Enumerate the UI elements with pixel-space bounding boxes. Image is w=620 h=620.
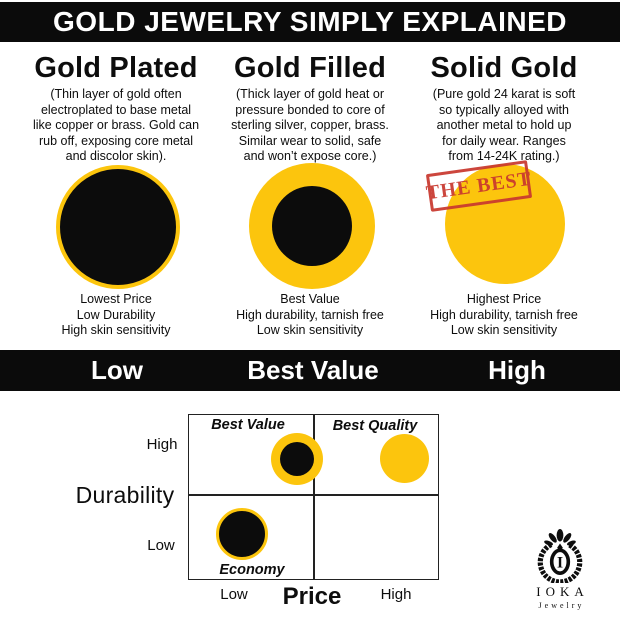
value-bar-high: High [488,355,546,385]
column-description-gold-filled: (Thick layer of gold heat or pressure bo… [231,87,389,163]
chart-point-best-quality [380,434,429,483]
value-bar-best-value: Best Value [247,355,379,385]
black-core-icon [272,186,352,266]
gold-plated-circle-icon [56,165,180,289]
attribute-line: Best Value [280,292,340,306]
attributes-gold-filled: Best Value High durability, tarnish free… [208,292,412,339]
chart-point-best-value [271,433,323,485]
column-gold-filled: Gold Filled (Thick layer of gold heat or… [208,52,412,165]
y-axis-tick-low: Low [147,537,175,554]
attribute-line: High durability, tarnish free [430,307,578,322]
x-axis-tick-high: High [380,586,412,603]
value-bar-low: Low [91,355,143,385]
ioka-logo-name: IOKA [536,584,589,599]
header-bar: GOLD JEWELRY SIMPLY EXPLAINED [0,2,620,42]
attribute-line: High skin sensitivity [61,323,171,337]
chart-point-economy [216,508,268,560]
solid-gold-circle-icon: I IOKA Jewelry [445,164,565,284]
chart-horizontal-divider [189,494,438,496]
x-axis-tick-low: Low [220,586,248,603]
price-durability-chart [188,414,439,580]
attribute-line: Low Durability [76,307,156,322]
y-axis-tick-high: High [146,436,178,453]
attribute-line: Lowest Price [80,292,152,306]
black-core-icon [280,442,314,476]
attributes-gold-plated: Lowest Price Low Durability High skin se… [10,292,222,339]
attribute-line: Highest Price [466,292,542,306]
y-axis-title: Durability [75,482,175,508]
quadrant-label-economy: Economy [219,562,285,578]
value-scale-bar: Low Best Value High [0,350,620,391]
column-solid-gold: Solid Gold (Pure gold 24 karat is soft s… [398,52,610,165]
attributes-solid-gold: Highest Price High durability, tarnish f… [398,292,610,339]
quadrant-label-best-value: Best Value [211,417,285,433]
gold-filled-circle-icon [249,163,375,289]
ioka-monogram: I [557,554,563,571]
page-title: GOLD JEWELRY SIMPLY EXPLAINED [53,6,567,37]
column-heading-solid-gold: Solid Gold [430,52,578,84]
attribute-line: Low skin sensitivity [450,323,558,337]
attribute-line: High durability, tarnish free [236,307,384,322]
chart-vertical-divider [313,415,315,579]
column-description-gold-plated: (Thin layer of gold often electroplated … [32,87,200,163]
column-description-solid-gold: (Pure gold 24 karat is soft so typically… [432,87,576,163]
quadrant-label-best-quality: Best Quality [332,418,418,434]
attribute-line: Low skin sensitivity [256,323,364,337]
the-best-stamp-label: THE BEST [424,167,534,204]
column-gold-plated: Gold Plated (Thin layer of gold often el… [10,52,222,165]
ioka-logo-subtitle: Jewelry [538,601,585,610]
column-heading-gold-filled: Gold Filled [233,52,387,84]
column-heading-gold-plated: Gold Plated [34,52,198,84]
x-axis-title: Price [282,583,342,610]
ioka-crest-icon: I [537,529,583,583]
ioka-logo: I IOKA Jewelry [525,529,595,610]
